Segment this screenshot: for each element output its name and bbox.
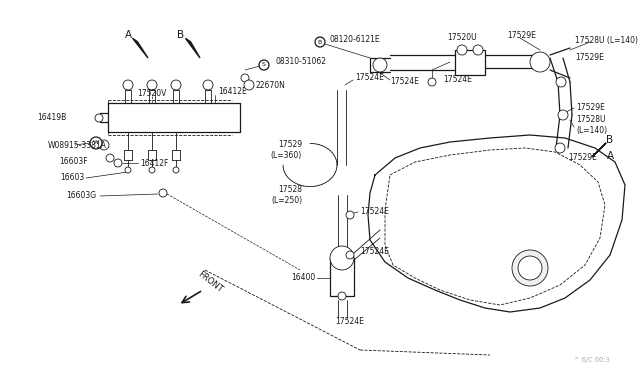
Circle shape	[428, 78, 436, 86]
Text: 17529E: 17529E	[576, 103, 605, 112]
Circle shape	[125, 167, 131, 173]
Circle shape	[241, 74, 249, 82]
Circle shape	[337, 248, 347, 258]
Circle shape	[106, 154, 114, 162]
Circle shape	[123, 80, 133, 90]
Text: W08915-3381A: W08915-3381A	[48, 141, 107, 150]
Text: 08120-6121E: 08120-6121E	[330, 35, 381, 45]
Text: W: W	[93, 141, 99, 145]
Circle shape	[518, 256, 542, 280]
Text: 17529E: 17529E	[507, 31, 536, 39]
Text: 16400: 16400	[291, 273, 315, 282]
Text: A: A	[124, 30, 132, 40]
Text: 16603F: 16603F	[60, 157, 88, 167]
Text: 17520U: 17520U	[447, 33, 477, 42]
Text: 17528
(L=250): 17528 (L=250)	[271, 185, 302, 205]
Text: 17529
(L=360): 17529 (L=360)	[271, 140, 302, 160]
Polygon shape	[132, 38, 148, 58]
Text: 17524E: 17524E	[360, 208, 389, 217]
Text: 17524E: 17524E	[335, 317, 364, 327]
Circle shape	[512, 250, 548, 286]
Bar	[455, 50, 485, 75]
Circle shape	[346, 211, 354, 219]
Circle shape	[346, 251, 354, 259]
Text: 22670N: 22670N	[255, 80, 285, 90]
Text: 08310-51062: 08310-51062	[275, 58, 326, 67]
Circle shape	[149, 167, 155, 173]
Circle shape	[558, 110, 568, 120]
Text: 16412E: 16412E	[218, 87, 247, 96]
Text: 16603G: 16603G	[66, 192, 96, 201]
Text: B: B	[177, 30, 184, 40]
Text: 17524E: 17524E	[360, 247, 389, 257]
Text: 17529E: 17529E	[568, 154, 597, 163]
Text: B: B	[318, 39, 322, 45]
Text: 17528U (L=140): 17528U (L=140)	[575, 35, 638, 45]
Text: 16419B: 16419B	[36, 113, 66, 122]
Text: A: A	[607, 151, 614, 161]
Text: ^ 6/C 00:3: ^ 6/C 00:3	[574, 357, 610, 363]
Text: 16412F: 16412F	[140, 158, 168, 167]
Text: 16603: 16603	[60, 173, 84, 183]
Circle shape	[203, 80, 213, 90]
Polygon shape	[186, 38, 200, 58]
Circle shape	[171, 80, 181, 90]
Text: 17528U
(L=140): 17528U (L=140)	[576, 115, 607, 135]
Circle shape	[159, 189, 167, 197]
Circle shape	[556, 77, 566, 87]
Circle shape	[244, 80, 254, 90]
Circle shape	[315, 37, 325, 47]
Circle shape	[114, 159, 122, 167]
Circle shape	[473, 45, 483, 55]
Circle shape	[90, 137, 102, 149]
Text: 17524E: 17524E	[443, 76, 472, 84]
Polygon shape	[592, 143, 606, 157]
Text: 17529E: 17529E	[575, 54, 604, 62]
Text: B: B	[607, 135, 614, 145]
Text: S: S	[262, 62, 266, 67]
Text: 17524E: 17524E	[390, 77, 419, 87]
Circle shape	[173, 167, 179, 173]
Circle shape	[259, 60, 269, 70]
Circle shape	[530, 52, 550, 72]
Circle shape	[147, 80, 157, 90]
Circle shape	[95, 114, 103, 122]
Circle shape	[99, 140, 109, 150]
Text: 17524E: 17524E	[355, 74, 384, 83]
Circle shape	[555, 143, 565, 153]
Bar	[330, 258, 354, 296]
Text: FRONT: FRONT	[196, 270, 224, 294]
Circle shape	[457, 45, 467, 55]
Circle shape	[373, 58, 387, 72]
Text: 17520V: 17520V	[138, 89, 166, 97]
Circle shape	[330, 246, 354, 270]
Circle shape	[338, 292, 346, 300]
